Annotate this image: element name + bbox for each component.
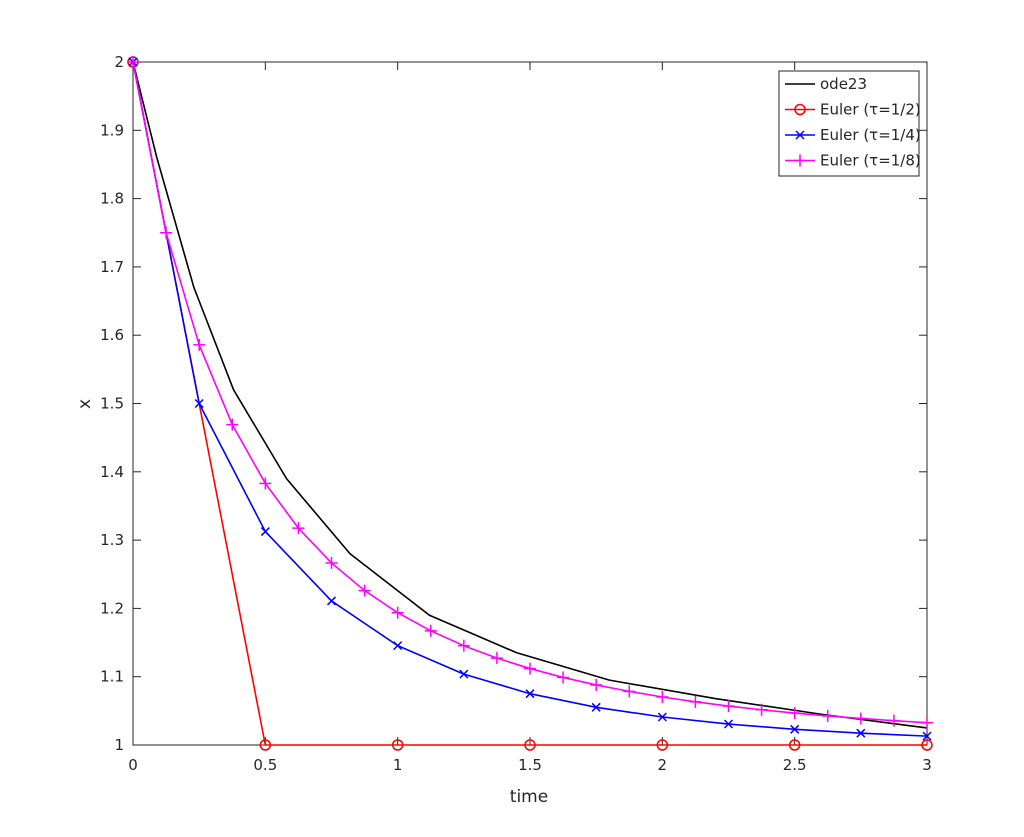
plus-marker [689, 695, 702, 708]
x-marker-stroke [922, 731, 932, 741]
series-layer [127, 56, 933, 751]
plus-marker [788, 707, 801, 720]
circle-marker [921, 739, 933, 751]
plus-marker [259, 477, 272, 490]
y-tick-label: 2 [114, 53, 124, 71]
x-marker-stroke [260, 527, 270, 537]
legend-box [778, 70, 920, 177]
series-2 [128, 57, 932, 741]
plus-marker [524, 662, 536, 675]
plus-marker [755, 703, 768, 716]
x-marker-stroke [856, 728, 866, 738]
x-marker [591, 702, 601, 712]
plus-marker [292, 522, 305, 535]
legend-label: Euler (τ=1/4) [820, 126, 921, 144]
plus-marker [921, 716, 933, 729]
x-tick-label: 0.5 [253, 756, 277, 774]
x-marker [856, 728, 866, 738]
series-line [132, 61, 927, 746]
x-marker [790, 724, 800, 734]
plus-marker [722, 700, 735, 713]
x-marker-stroke [790, 724, 800, 734]
x-marker-stroke [459, 669, 469, 679]
y-tick-label: 1.3 [100, 531, 124, 549]
legend-label: Euler (τ=1/8) [820, 152, 921, 170]
x-marker-stroke [591, 702, 601, 712]
legend-item: Euler (τ=1/2) [785, 101, 921, 119]
circle-marker [656, 739, 669, 751]
y-tick-label: 1.9 [100, 121, 124, 139]
legend-label: Euler (τ=1/2) [820, 101, 921, 119]
plus-marker [794, 154, 806, 167]
x-marker [795, 130, 805, 140]
y-axis-label: x [75, 399, 95, 409]
x-marker [393, 641, 403, 651]
x-marker-stroke [194, 398, 204, 409]
circle-marker [259, 739, 272, 751]
plus-marker [226, 418, 239, 431]
series-line [132, 61, 928, 729]
circle-marker [524, 739, 536, 751]
legend-label: ode23 [820, 75, 867, 93]
x-tick-label: 2 [658, 756, 668, 774]
plus-marker [490, 652, 503, 665]
x-axis-label: time [510, 787, 548, 807]
x-marker-stroke [525, 689, 535, 699]
plus-marker [854, 712, 867, 725]
series-3 [127, 56, 933, 729]
legend-item: Euler (τ=1/4) [785, 126, 921, 144]
x-marker-stroke [795, 130, 805, 140]
x-marker [525, 689, 535, 699]
x-marker [657, 712, 667, 722]
x-marker-stroke [657, 712, 667, 722]
y-tick-label: 1.6 [100, 326, 124, 344]
y-tick-label: 1 [114, 736, 124, 754]
legend: ode23 Euler (τ=1/2) Euler (τ=1/4) Euler (τ=… [778, 70, 921, 177]
plus-marker [424, 624, 437, 637]
x-marker [326, 596, 337, 606]
y-tick-label: 1.1 [100, 668, 124, 686]
plus-marker [623, 685, 636, 698]
x-marker-stroke [723, 719, 734, 729]
x-marker-stroke [326, 596, 337, 606]
plus-marker [656, 690, 669, 703]
plus-marker [193, 338, 206, 351]
x-marker [459, 669, 469, 679]
y-tick-label: 1.7 [100, 258, 124, 276]
x-marker [194, 398, 204, 409]
x-tick-label: 1 [393, 756, 403, 774]
axes: 0 0.5 1 1.5 2 2.5 3 1 1.1 1.2 1.3 1.4 1.5 1.6 1.7 1.8 1.… [100, 53, 932, 774]
plus-marker [127, 56, 139, 68]
x-marker-stroke [393, 641, 403, 651]
y-tick-label: 1.5 [100, 395, 124, 413]
series-0 [132, 61, 928, 729]
x-tick-label: 2.5 [783, 756, 807, 774]
y-tick-label: 1.2 [100, 599, 124, 617]
plus-marker [358, 584, 371, 597]
circle-marker [794, 103, 806, 116]
plus-marker [325, 556, 338, 569]
plus-marker [557, 671, 570, 684]
plus-marker [887, 714, 900, 727]
circle-marker [391, 739, 404, 751]
x-marker [922, 731, 932, 741]
circle-marker [788, 739, 801, 751]
plus-marker [391, 606, 404, 619]
y-tick-label: 1.4 [100, 463, 124, 481]
y-tick-label: 1.8 [100, 190, 124, 208]
plus-marker [590, 678, 603, 691]
x-marker [723, 719, 734, 729]
x-marker [260, 527, 270, 537]
x-tick-label: 0 [128, 756, 138, 774]
x-tick-label: 3 [922, 756, 932, 774]
plus-marker [821, 709, 834, 722]
x-tick-label: 1.5 [518, 756, 542, 774]
plus-marker [160, 226, 173, 239]
legend-item: ode23 [785, 75, 867, 93]
legend-item: Euler (τ=1/8) [785, 152, 921, 170]
plus-marker [457, 639, 470, 652]
